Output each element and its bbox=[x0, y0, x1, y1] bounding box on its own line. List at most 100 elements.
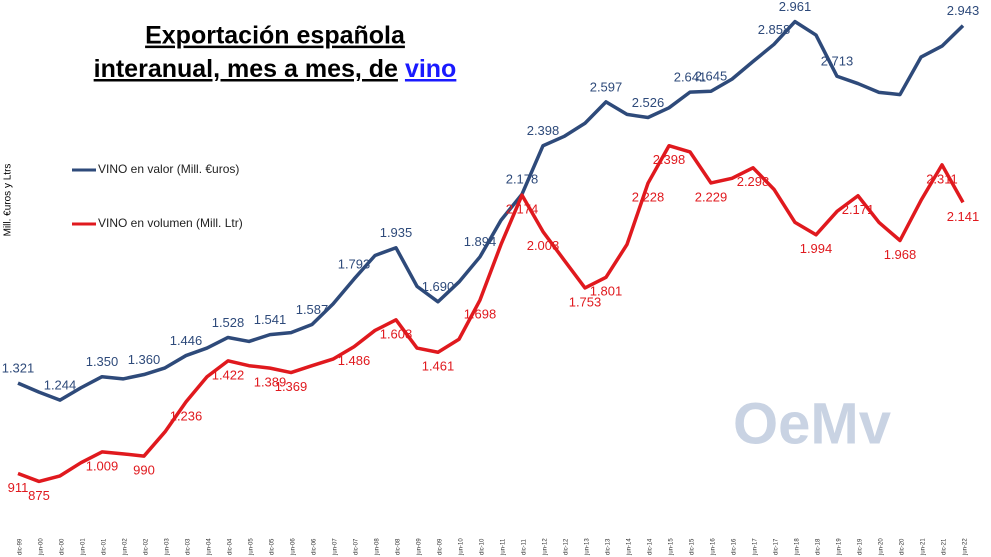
x-tick-label: dic-21 bbox=[942, 538, 948, 555]
data-label: 2.398 bbox=[653, 152, 686, 167]
x-tick-label: dic-01 bbox=[102, 538, 108, 555]
data-label: 2.943 bbox=[947, 3, 980, 18]
x-tick-label: jun-05 bbox=[249, 538, 255, 556]
data-label: 1.009 bbox=[86, 458, 119, 473]
data-label: 1.608 bbox=[380, 326, 413, 341]
x-tick-label: dic-17 bbox=[774, 538, 780, 555]
data-label: 1.446 bbox=[170, 333, 203, 348]
x-tick-label: jun-08 bbox=[375, 538, 381, 556]
legend-label: VINO en volumen (Mill. Ltr) bbox=[98, 216, 243, 230]
x-tick-label: jun-13 bbox=[585, 538, 591, 556]
x-tick-label: dic-04 bbox=[228, 538, 234, 555]
x-tick-label: dic-14 bbox=[648, 538, 654, 555]
x-tick-label: jun-21 bbox=[921, 538, 927, 556]
x-tick-label: dic-10 bbox=[480, 538, 486, 555]
data-label: 1.690 bbox=[422, 279, 455, 294]
data-label: 1.486 bbox=[338, 353, 371, 368]
data-label: 2.645 bbox=[695, 69, 728, 84]
x-tick-label: jun-04 bbox=[207, 538, 213, 556]
watermark: OeMv bbox=[733, 391, 891, 456]
data-label: 1.894 bbox=[464, 234, 497, 249]
data-label: 2.008 bbox=[527, 238, 560, 253]
data-label: 1.369 bbox=[275, 379, 308, 394]
data-label: 2.641 bbox=[674, 70, 707, 85]
x-tick-label: jun-19 bbox=[837, 538, 843, 556]
data-label: 1.528 bbox=[212, 315, 245, 330]
x-tick-label: dic-00 bbox=[60, 538, 66, 555]
data-label: 1.389 bbox=[254, 375, 287, 390]
x-tick-label: dic-07 bbox=[354, 538, 360, 555]
data-label: 1.461 bbox=[422, 359, 455, 374]
data-label: 1.244 bbox=[44, 378, 77, 393]
series-line bbox=[17, 143, 965, 484]
data-label: 990 bbox=[133, 463, 155, 478]
data-label: 2.174 bbox=[506, 202, 539, 217]
x-tick-label: jun-02 bbox=[123, 538, 129, 556]
data-label: 875 bbox=[28, 488, 50, 503]
x-tick-label: dic-08 bbox=[396, 538, 402, 555]
x-tick-label: dic-19 bbox=[858, 538, 864, 555]
data-label: 2.398 bbox=[527, 123, 560, 138]
data-label: 1.360 bbox=[128, 352, 161, 367]
x-tick-label: jun-07 bbox=[333, 538, 339, 556]
data-label: 2.171 bbox=[842, 202, 875, 217]
x-tick-label: jun-09 bbox=[417, 538, 423, 556]
data-label: 2.526 bbox=[632, 95, 665, 110]
x-tick-label: jun-22 bbox=[963, 538, 969, 556]
data-label: 2.298 bbox=[737, 174, 770, 189]
x-tick-label: dic-16 bbox=[732, 538, 738, 555]
x-tick-label: jun-01 bbox=[81, 538, 87, 556]
x-tick-label: dic-05 bbox=[270, 538, 276, 555]
data-label: 1.422 bbox=[212, 367, 245, 382]
x-tick-label: jun-06 bbox=[291, 538, 297, 556]
x-tick-label: jun-14 bbox=[627, 538, 633, 556]
x-tick-label: jun-15 bbox=[669, 538, 675, 556]
y-axis-label: Mill. €uros y Ltrs bbox=[3, 164, 14, 237]
chart-title-part: interanual, mes a mes, de bbox=[94, 55, 398, 83]
x-tick-label: jun-16 bbox=[711, 538, 717, 556]
x-tick-label: dic-02 bbox=[144, 538, 150, 555]
legend-label: VINO en valor (Mill. €uros) bbox=[98, 162, 239, 176]
data-label: 911 bbox=[8, 480, 29, 495]
x-tick-label: jun-00 bbox=[39, 538, 45, 556]
x-tick-label: dic-03 bbox=[186, 538, 192, 555]
x-tick-label: jun-17 bbox=[753, 538, 759, 556]
data-label: 1.236 bbox=[170, 408, 203, 423]
data-label: 1.935 bbox=[380, 225, 413, 240]
data-label: 2.858 bbox=[758, 22, 791, 37]
title-link[interactable]: vino bbox=[405, 55, 456, 83]
data-label: 1.698 bbox=[464, 306, 497, 321]
x-tick-label: jun-12 bbox=[543, 538, 549, 556]
chart-title: interanual, mes a mes, de vino bbox=[94, 55, 457, 83]
data-label: 1.321 bbox=[2, 361, 35, 376]
x-tick-label: dic-18 bbox=[816, 538, 822, 555]
x-tick-label: jun-11 bbox=[501, 538, 507, 556]
data-label: 2.713 bbox=[821, 54, 854, 69]
x-tick-label: jun-03 bbox=[165, 538, 171, 556]
data-label: 2.228 bbox=[632, 190, 665, 205]
data-label: 1.753 bbox=[569, 294, 602, 309]
data-label: 2.597 bbox=[590, 79, 623, 94]
x-tick-label: dic-09 bbox=[438, 538, 444, 555]
data-label: 1.968 bbox=[884, 247, 917, 262]
data-label: 1.587 bbox=[296, 302, 329, 317]
data-label: 2.229 bbox=[695, 189, 728, 204]
x-tick-label: dic-99 bbox=[18, 538, 24, 555]
x-tick-label: jun-20 bbox=[879, 538, 885, 556]
x-tick-label: dic-15 bbox=[690, 538, 696, 555]
data-label: 2.311 bbox=[926, 171, 958, 186]
x-tick-label: jun-10 bbox=[459, 538, 465, 556]
chart-title: Exportación española bbox=[145, 22, 406, 50]
x-tick-label: dic-12 bbox=[564, 538, 570, 555]
data-label: 2.178 bbox=[506, 172, 539, 187]
series-line bbox=[17, 19, 965, 402]
x-tick-label: dic-06 bbox=[312, 538, 318, 555]
data-label: 1.793 bbox=[338, 257, 371, 272]
x-tick-label: dic-20 bbox=[900, 538, 906, 555]
data-label: 2.961 bbox=[779, 0, 812, 14]
data-label: 1.541 bbox=[254, 312, 287, 327]
x-tick-label: dic-13 bbox=[606, 538, 612, 555]
x-tick-label: dic-11 bbox=[522, 538, 528, 555]
data-label: 2.141 bbox=[947, 209, 980, 224]
data-label: 1.801 bbox=[590, 284, 623, 299]
